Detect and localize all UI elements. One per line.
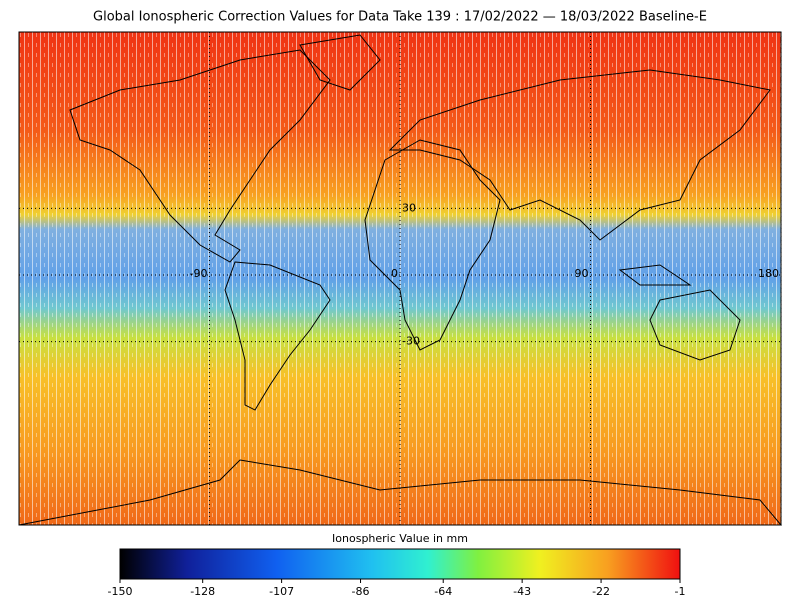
lat-label: -30	[402, 335, 420, 348]
colorbar-tick-label: -107	[269, 585, 294, 598]
colorbar-tick-label: -43	[513, 585, 531, 598]
map-title: Global Ionospheric Correction Values for…	[93, 10, 707, 25]
lon-label: 180	[758, 267, 779, 280]
colorbar-tick-label: -22	[592, 585, 610, 598]
swath-pattern	[19, 32, 781, 525]
colorbar-tick-label: -128	[190, 585, 215, 598]
lon-label: -90	[190, 267, 208, 280]
colorbar-tick-label: -150	[108, 585, 133, 598]
map-area	[18, 32, 783, 526]
colorbar-label: Ionospheric Value in mm	[332, 532, 468, 545]
colorbar-tick-label: -64	[434, 585, 452, 598]
lon-label: 90	[575, 267, 589, 280]
coastlines	[18, 34, 783, 526]
colorbar-tick-label: -1	[675, 585, 686, 598]
colorbar: Ionospheric Value in mm	[119, 532, 681, 580]
lon-label: 0	[391, 267, 398, 280]
colorbar-tick-label: -86	[352, 585, 370, 598]
colorbar-scale	[119, 548, 681, 580]
map-frame	[18, 31, 782, 526]
lat-label: 30	[402, 201, 416, 214]
